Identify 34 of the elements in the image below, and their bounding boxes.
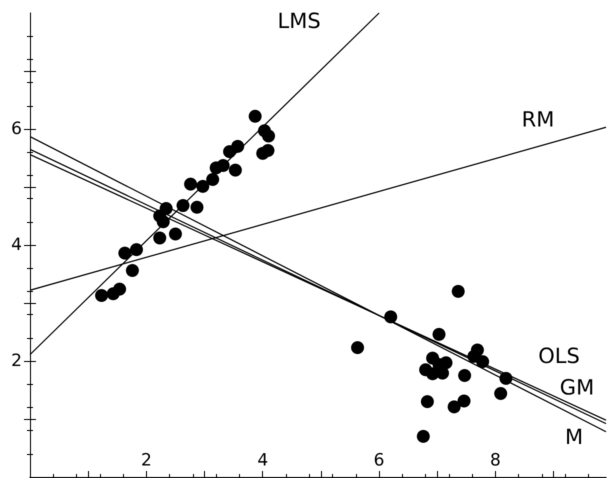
point xyxy=(452,284,465,298)
point xyxy=(231,140,244,153)
point xyxy=(458,394,471,408)
point xyxy=(420,395,434,408)
point xyxy=(153,232,166,245)
point xyxy=(351,341,364,354)
point xyxy=(95,288,108,302)
x-tick-label: 8 xyxy=(490,450,501,470)
point xyxy=(113,282,126,296)
point xyxy=(261,144,274,157)
series-label: LMS xyxy=(278,9,321,33)
point xyxy=(494,386,508,400)
point xyxy=(448,400,461,414)
point xyxy=(168,227,182,240)
x-tick-label: 4 xyxy=(257,450,268,470)
y-tick-label: 6 xyxy=(11,119,22,139)
series-label: M xyxy=(564,424,584,449)
point xyxy=(458,369,472,382)
series-label: RM xyxy=(522,107,554,132)
point xyxy=(262,129,276,142)
series-label: GM xyxy=(560,376,594,400)
point xyxy=(126,264,139,278)
point xyxy=(118,246,132,260)
point xyxy=(416,430,430,443)
y-tick-label: 2 xyxy=(11,351,22,371)
series-label: OLS xyxy=(538,344,580,368)
point xyxy=(248,110,262,123)
x-tick-label: 6 xyxy=(374,450,385,470)
point xyxy=(184,178,198,191)
x-tick-label: 2 xyxy=(140,450,152,470)
point xyxy=(190,200,204,214)
y-tick-label: 4 xyxy=(11,235,22,255)
point xyxy=(432,328,446,341)
point xyxy=(228,164,242,177)
